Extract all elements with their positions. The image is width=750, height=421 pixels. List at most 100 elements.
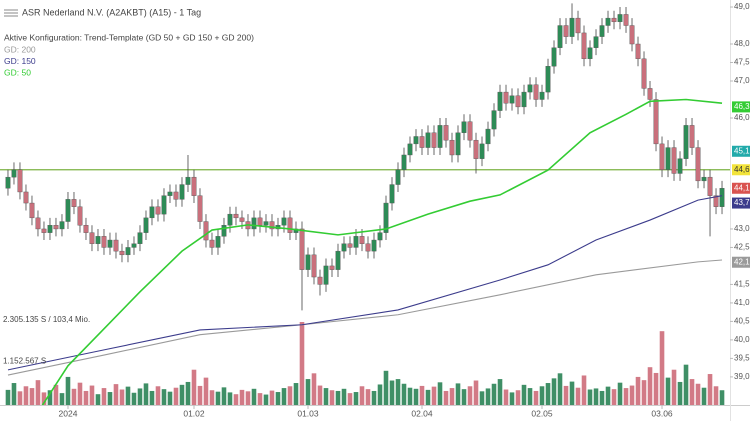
x-tick-label: 2024 [59,408,78,418]
volume-bar [95,394,101,405]
volume-bar [257,393,263,405]
volume-bar [407,387,413,405]
volume-bar [143,383,149,405]
candle-body [329,265,335,270]
volume-bar [683,364,689,405]
volume-bar [101,388,107,405]
candle-body [713,195,719,207]
candle-body [719,188,725,207]
volume-bar [251,388,257,405]
volume-bar [413,388,419,405]
volume-bar [23,386,29,405]
moving-average-line [7,259,723,376]
volume-bar [665,377,671,405]
volume-bar [419,385,425,405]
candle-body [11,169,17,178]
candle-body [113,239,119,252]
price-marker [732,182,750,194]
candle-body [341,243,347,252]
volume-bar [431,386,437,405]
volume-bar [557,373,563,405]
candle-body [17,169,23,193]
candle-body [605,17,611,26]
volume-bar [263,394,269,405]
volume-bar [107,392,113,405]
volume-bar [185,381,191,405]
volume-bar [365,389,371,405]
candle-body [131,243,137,248]
candle-body [701,176,707,182]
candle-body [47,225,53,233]
candle-body [365,243,371,252]
volume-scale-label: 1.152.567 S [3,357,46,366]
volume-bar [383,370,389,405]
y-tick-label: 46,0 [734,113,750,122]
price-marker [732,197,750,209]
legend-entry: GD: 150 [4,56,36,66]
volume-bar [659,331,665,405]
volume-bar [5,389,11,405]
volume-bar [281,388,287,405]
candle-body [695,147,701,182]
candle-body [209,239,215,248]
candle-body [557,25,563,48]
volume-bar [221,387,227,405]
y-tick-label: 39,5 [734,354,750,363]
volume-bar [359,386,365,405]
candle-body [677,158,683,174]
candle-body [41,228,47,233]
candle-body [461,121,467,133]
candle-body [269,221,275,230]
volume-bar [623,388,629,405]
volume-bar [533,390,539,405]
volume-bar [125,386,131,405]
candle-body [359,236,365,244]
menu-icon[interactable] [4,9,18,17]
candle-body [551,47,557,67]
candle-body [419,136,425,148]
y-tick-label: 41,0 [734,298,750,307]
candle-body [161,195,167,215]
candle-body [641,58,647,89]
volume-bar [575,387,581,405]
candle-body [71,199,77,207]
volume-bar [425,389,431,405]
candle-body [563,25,569,37]
candle-body [497,91,503,111]
volume-bar [377,384,383,405]
volume-bar [215,391,221,405]
candle-body [125,247,131,256]
candle-body [197,195,203,222]
candle-body [251,217,257,230]
candle-body [29,202,35,219]
moving-average-line [41,98,723,405]
candle-body [257,217,263,226]
y-tick-label: 40,0 [734,335,750,344]
candle-body [281,217,287,226]
candle-body [233,213,239,219]
x-tick-label: 01.02 [183,408,205,418]
volume-bar [83,390,89,405]
volume-bar [593,388,599,405]
candle-body [407,143,413,156]
volume-bar [113,384,119,405]
volume-bar [707,374,713,405]
price-marker-label: 43,7 [734,198,750,207]
volume-bar [329,390,335,405]
volume-bar [71,388,77,405]
y-tick-label: 41,5 [734,280,750,289]
candle-body [179,184,185,200]
price-marker [732,145,750,157]
candle-body [527,84,533,93]
candle-body [35,217,41,230]
candle-body [467,121,473,141]
candle-body [191,176,197,196]
price-marker-label: 42,1 [734,257,750,266]
volume-bar [227,392,233,405]
candle-body [299,228,305,270]
legend-entry: GD: 200 [4,44,36,54]
candle-body [431,132,437,148]
volume-bar [311,373,317,405]
volume-bar [299,322,305,405]
